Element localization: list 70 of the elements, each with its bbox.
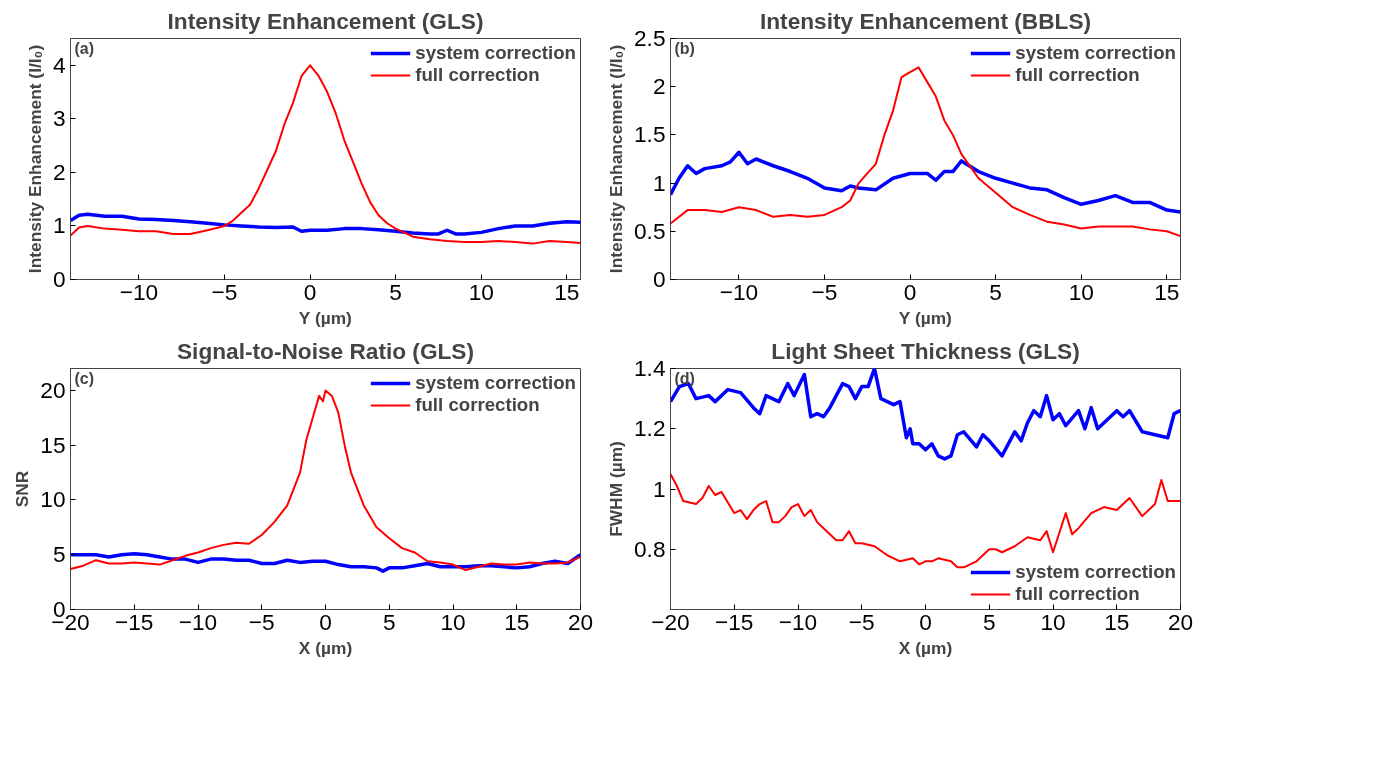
legend-label: full correction — [415, 394, 540, 416]
x-tick-label: 0 — [319, 608, 332, 635]
x-axis-title: X (µm) — [898, 637, 953, 658]
x-tick-label: −5 — [811, 278, 838, 305]
x-tick-label: 0 — [919, 608, 932, 635]
x-tick-label: 15 — [1154, 278, 1180, 305]
y-tick-label: 1.5 — [634, 121, 666, 148]
y-tick-label: 15 — [40, 431, 66, 458]
annotation: (b) — [674, 39, 695, 57]
x-tick-label: −10 — [178, 608, 218, 635]
x-axis-title: X (µm) — [298, 637, 353, 658]
legend-label: system correction — [1015, 561, 1176, 583]
x-tick-label: −20 — [651, 608, 690, 635]
x-tick-label: −10 — [778, 608, 818, 635]
x-axis-title: Y (µm) — [898, 307, 952, 328]
x-tick-label: 10 — [1068, 278, 1094, 305]
x-tick-label: 5 — [989, 278, 1002, 305]
y-tick-label: 1.2 — [634, 415, 666, 442]
y-tick-label: 10 — [40, 486, 66, 513]
y-tick-label: 0.5 — [634, 217, 666, 244]
x-tick-label: −10 — [119, 278, 159, 305]
y-axis-title: Intensity Enhancement (I/I₀) — [24, 44, 45, 274]
y-tick-label: 0.8 — [634, 535, 666, 562]
x-tick-label: −5 — [211, 278, 238, 305]
chart-title: Intensity Enhancement (BBLS) — [759, 7, 1092, 34]
y-tick-label: 4 — [52, 51, 66, 78]
chart-title: Intensity Enhancement (GLS) — [167, 7, 484, 34]
x-axis-title: Y (µm) — [298, 307, 352, 328]
legend-label: system correction — [415, 42, 576, 64]
legend-label: full correction — [1015, 64, 1140, 86]
x-tick-label: 20 — [1167, 608, 1194, 635]
x-tick-label: −15 — [715, 608, 754, 635]
legend-label: system correction — [1015, 42, 1176, 64]
x-tick-label: 15 — [554, 278, 580, 305]
y-tick-label: 5 — [52, 541, 66, 568]
x-tick-label: 15 — [504, 608, 530, 635]
x-tick-label: 15 — [1104, 608, 1130, 635]
y-tick-label: 1 — [52, 212, 66, 239]
y-axis-title: Intensity Enhancement (I/I₀) — [606, 44, 626, 274]
x-tick-label: −15 — [115, 608, 154, 635]
x-tick-label: 10 — [468, 278, 494, 305]
x-tick-label: 10 — [1040, 608, 1066, 635]
x-tick-label: 5 — [982, 608, 996, 635]
y-tick-label: 20 — [40, 376, 66, 403]
annotation: (c) — [74, 369, 95, 387]
legend-label: full correction — [1015, 583, 1140, 605]
y-tick-label: 2 — [52, 158, 66, 185]
y-axis-title: SNR — [12, 470, 33, 508]
x-tick-label: 0 — [303, 278, 317, 305]
x-tick-label: −10 — [719, 278, 759, 305]
x-tick-label: 5 — [389, 278, 402, 305]
y-tick-label: 1.4 — [634, 355, 666, 381]
x-tick-label: −5 — [248, 608, 275, 635]
chart-title: Signal-to-Noise Ratio (GLS) — [176, 337, 475, 364]
annotation: (d) — [674, 369, 695, 387]
legend-label: full correction — [415, 64, 540, 86]
x-tick-label: 5 — [382, 608, 396, 635]
x-tick-label: 0 — [903, 278, 917, 305]
y-tick-label: 3 — [52, 105, 66, 132]
y-tick-label: 1 — [652, 169, 666, 196]
annotation: (a) — [74, 39, 95, 57]
y-axis-title: FWHM (µm) — [606, 441, 626, 537]
x-tick-label: 10 — [440, 608, 466, 635]
y-tick-label: 2 — [652, 73, 666, 100]
x-tick-label: −5 — [848, 608, 875, 635]
y-tick-label: 2.5 — [634, 25, 666, 51]
legend-label: system correction — [415, 372, 576, 394]
chart-title: Light Sheet Thickness (GLS) — [771, 337, 1080, 364]
y-tick-label: 1 — [652, 475, 666, 502]
x-tick-label: 20 — [567, 608, 594, 635]
